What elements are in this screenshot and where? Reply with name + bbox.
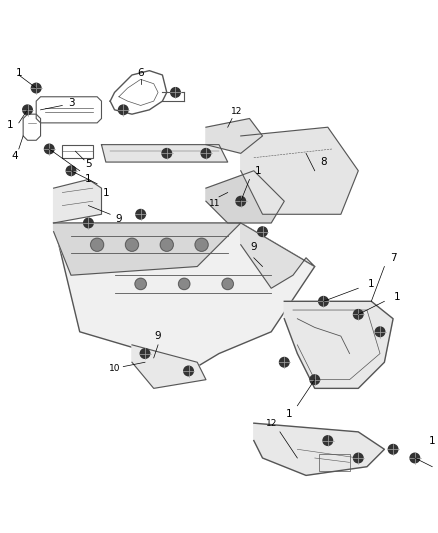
Polygon shape [206, 171, 284, 223]
Circle shape [375, 327, 385, 336]
Circle shape [310, 375, 320, 384]
Text: 10: 10 [109, 364, 120, 373]
Text: 7: 7 [390, 253, 396, 263]
Text: 11: 11 [209, 199, 220, 208]
Polygon shape [53, 223, 315, 367]
Circle shape [32, 83, 41, 93]
Text: 1: 1 [255, 166, 261, 176]
Circle shape [66, 166, 76, 175]
Text: 3: 3 [68, 98, 74, 108]
Text: 8: 8 [320, 157, 327, 167]
Circle shape [171, 87, 180, 97]
Circle shape [195, 238, 208, 251]
Circle shape [91, 238, 104, 251]
Polygon shape [241, 223, 315, 288]
Circle shape [201, 149, 211, 158]
Circle shape [279, 358, 289, 367]
Polygon shape [53, 180, 102, 223]
Circle shape [258, 227, 267, 237]
Text: 1: 1 [394, 292, 401, 302]
Text: 1: 1 [85, 174, 92, 184]
Text: 1: 1 [285, 409, 292, 419]
Circle shape [140, 349, 150, 358]
Polygon shape [132, 345, 206, 389]
Circle shape [410, 453, 420, 463]
Circle shape [353, 310, 363, 319]
Circle shape [184, 366, 193, 376]
Circle shape [323, 436, 332, 446]
Text: 12: 12 [231, 108, 242, 117]
Bar [319, 454, 350, 471]
Polygon shape [284, 301, 393, 389]
Polygon shape [102, 144, 228, 162]
Text: 9: 9 [116, 214, 122, 224]
Text: 9: 9 [251, 242, 257, 252]
Text: 4: 4 [11, 150, 18, 160]
Circle shape [84, 218, 93, 228]
Text: 9: 9 [155, 331, 161, 341]
Circle shape [236, 197, 246, 206]
Circle shape [353, 453, 363, 463]
Text: 12: 12 [265, 419, 277, 427]
Text: 6: 6 [138, 68, 144, 78]
Circle shape [135, 278, 146, 289]
Circle shape [23, 105, 32, 115]
Circle shape [125, 238, 138, 251]
Polygon shape [241, 127, 358, 214]
Text: 1: 1 [15, 68, 22, 78]
Circle shape [45, 144, 54, 154]
Text: 1: 1 [7, 120, 14, 130]
Polygon shape [53, 223, 241, 275]
Polygon shape [206, 118, 262, 154]
Circle shape [389, 445, 398, 454]
Text: 5: 5 [85, 159, 92, 169]
Text: 1: 1 [368, 279, 374, 289]
Circle shape [179, 278, 190, 289]
Circle shape [160, 238, 173, 251]
Text: 1: 1 [429, 435, 435, 446]
Circle shape [162, 149, 172, 158]
Text: 1: 1 [102, 188, 109, 198]
Circle shape [222, 278, 233, 289]
Polygon shape [254, 423, 385, 475]
Circle shape [136, 209, 145, 219]
Circle shape [319, 296, 328, 306]
Circle shape [118, 105, 128, 115]
